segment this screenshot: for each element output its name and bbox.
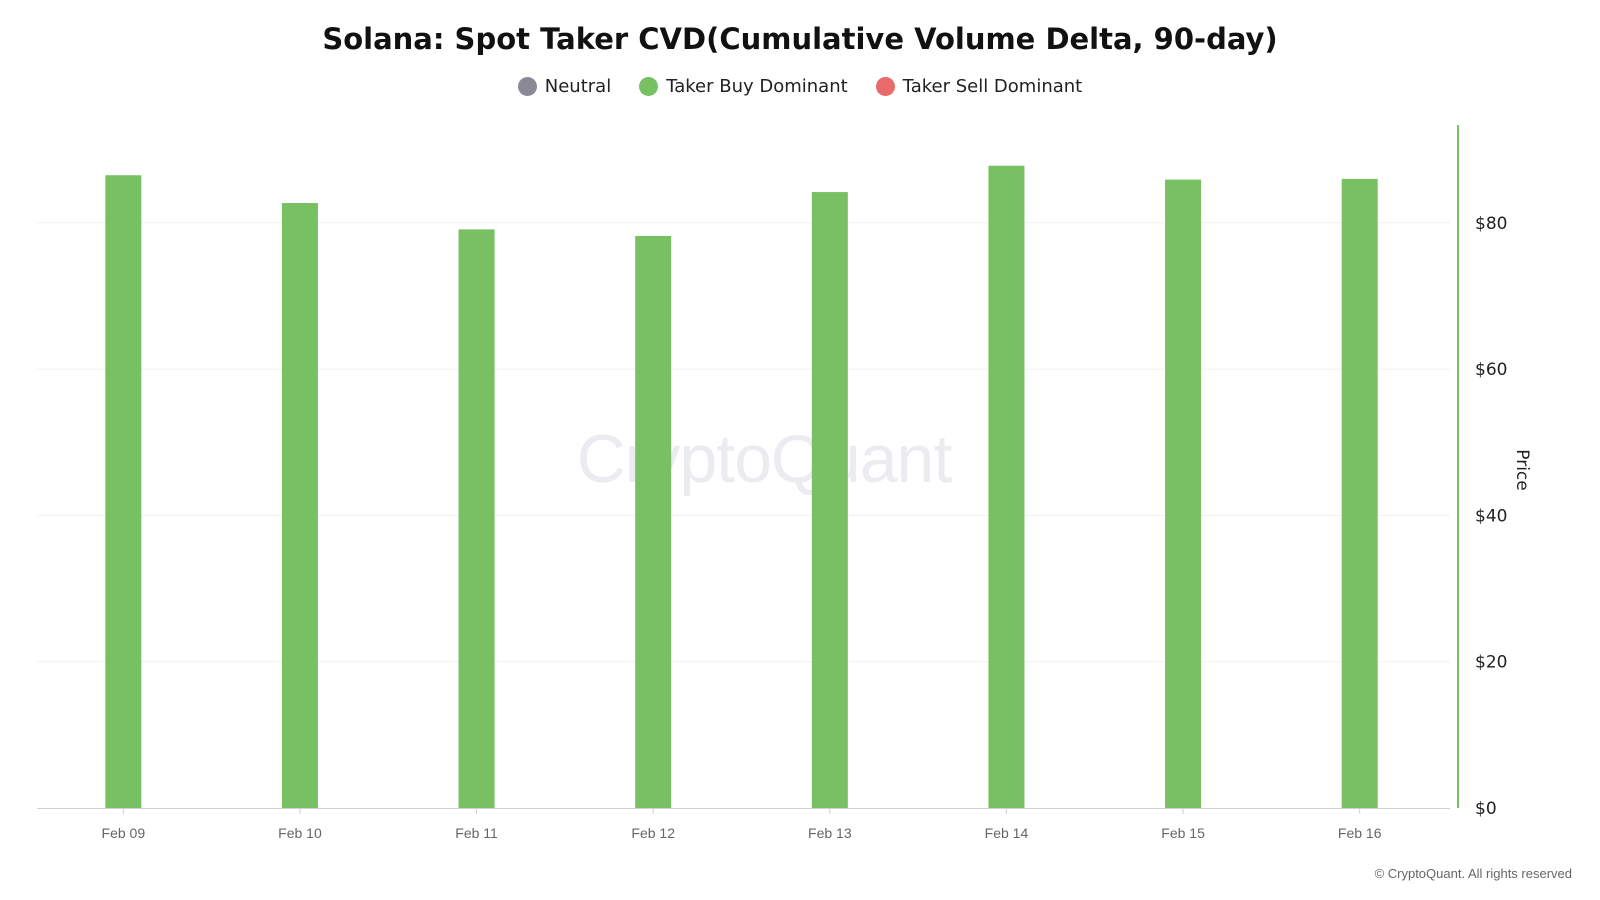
y-tick-label: $0 xyxy=(1475,799,1497,819)
y-tick-label: $80 xyxy=(1475,214,1507,234)
x-tick-label: Feb 11 xyxy=(455,825,498,841)
bar[interactable] xyxy=(458,229,495,808)
bars xyxy=(105,165,1378,809)
legend: Neutral Taker Buy Dominant Taker Sell Do… xyxy=(0,76,1600,97)
x-tick-label: Feb 12 xyxy=(631,825,675,841)
legend-dot-taker-buy xyxy=(639,77,659,96)
legend-item-taker-buy[interactable]: Taker Buy Dominant xyxy=(639,76,848,97)
tick-labels: $0 $20 $40 $60 $80 Price Feb 09 Feb 10 Feb 11 Feb… xyxy=(102,214,1532,841)
y-tick-label: $20 xyxy=(1475,653,1507,673)
y-tick-label: $60 xyxy=(1475,360,1507,380)
legend-label-taker-buy: Taker Buy Dominant xyxy=(666,76,848,97)
bar[interactable] xyxy=(811,192,848,808)
y-axis-title: Price xyxy=(1512,449,1532,490)
bar[interactable] xyxy=(1165,179,1202,809)
bar[interactable] xyxy=(281,203,318,809)
grid-lines xyxy=(37,222,1450,663)
legend-item-taker-sell[interactable]: Taker Sell Dominant xyxy=(875,76,1083,97)
bar[interactable] xyxy=(988,165,1025,809)
axes xyxy=(37,125,1459,814)
y-tick-label: $40 xyxy=(1475,506,1507,526)
copyright-footer: © CryptoQuant. All rights reserved xyxy=(1374,866,1572,881)
x-tick-label: Feb 14 xyxy=(985,825,1029,841)
legend-dot-taker-sell xyxy=(875,77,895,96)
legend-label-neutral: Neutral xyxy=(544,76,612,97)
legend-dot-neutral xyxy=(517,77,537,96)
x-tick-label: Feb 13 xyxy=(808,825,852,841)
x-tick-label: Feb 09 xyxy=(102,825,146,841)
legend-item-neutral[interactable]: Neutral xyxy=(517,76,612,97)
x-tick-label: Feb 10 xyxy=(278,825,322,841)
x-tick-label: Feb 16 xyxy=(1338,825,1382,841)
legend-label-taker-sell: Taker Sell Dominant xyxy=(902,76,1083,97)
bar[interactable] xyxy=(1341,178,1378,809)
bar[interactable] xyxy=(105,175,142,808)
chart-title: Solana: Spot Taker CVD(Cumulative Volume… xyxy=(322,22,1278,56)
x-tick-label: Feb 15 xyxy=(1161,825,1205,841)
bar[interactable] xyxy=(635,235,672,808)
